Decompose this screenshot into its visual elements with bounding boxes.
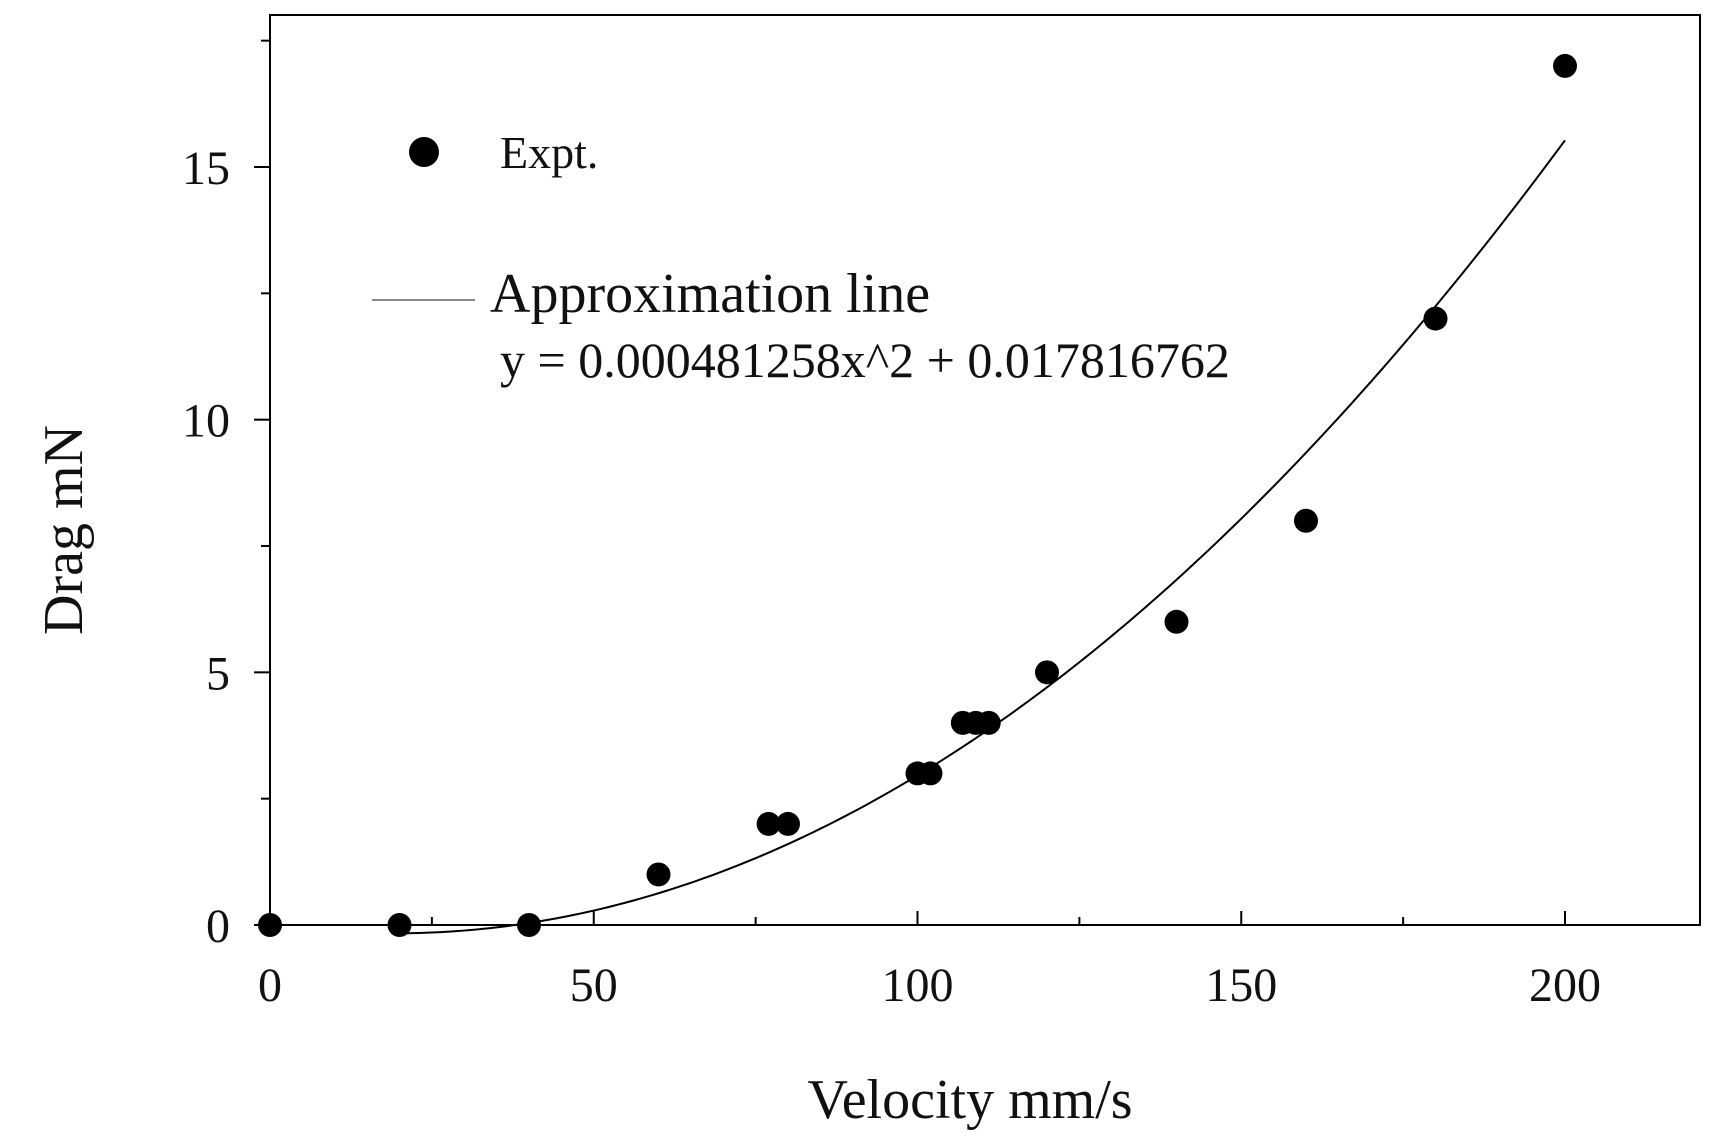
x-tick-label: 200 — [1529, 959, 1601, 1012]
data-point — [1164, 609, 1189, 634]
y-axis-title: Drag mN — [33, 425, 95, 635]
legend-expt-label: Expt. — [500, 127, 598, 178]
legend-line-label: Approximation line — [490, 263, 930, 325]
legend: Expt. Approximation line y = 0.000481258… — [372, 127, 1230, 388]
data-point — [1294, 508, 1318, 533]
data-point — [1423, 306, 1448, 331]
data-point — [258, 913, 282, 937]
y-tick-label: 15 — [182, 142, 230, 195]
approximation-line — [399, 139, 1566, 935]
legend-expt-marker — [409, 137, 439, 167]
x-tick-label: 50 — [570, 959, 618, 1012]
data-point — [776, 811, 800, 836]
y-tick-label: 5 — [206, 647, 230, 700]
plot-frame — [269, 14, 1701, 926]
x-tick-label: 150 — [1205, 959, 1277, 1012]
axis-tick-labels: 0 50 100 150 200 0 5 10 15 — [182, 142, 1601, 1012]
expt-data-points — [258, 53, 1577, 937]
data-point — [646, 862, 671, 887]
data-point — [1035, 660, 1059, 685]
legend-equation-label: y = 0.000481258x^2 + 0.017816762 — [500, 332, 1230, 388]
x-tick-label: 100 — [882, 959, 954, 1012]
data-point — [1553, 53, 1577, 78]
data-point — [756, 811, 781, 836]
data-point — [387, 913, 412, 937]
x-tick-label: 0 — [258, 959, 282, 1012]
x-axis-title: Velocity mm/s — [807, 1069, 1132, 1131]
y-tick-label: 10 — [182, 395, 230, 448]
y-tick-label: 0 — [206, 900, 230, 953]
data-point — [976, 710, 1001, 735]
axis-ticks — [254, 39, 1566, 926]
data-point — [517, 913, 541, 937]
data-point — [918, 761, 943, 786]
